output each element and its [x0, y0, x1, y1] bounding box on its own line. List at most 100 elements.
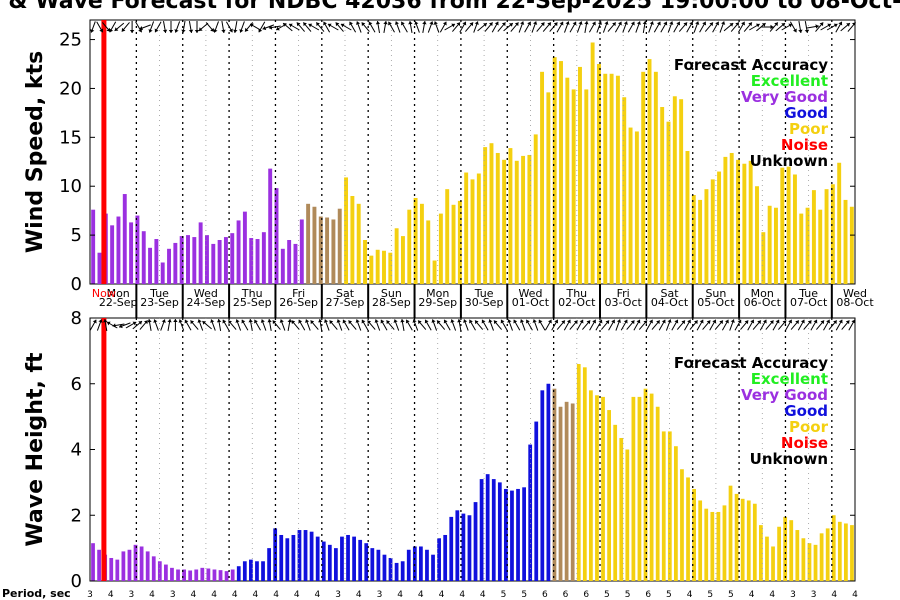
wave-bar	[825, 528, 830, 581]
wave-bar	[625, 449, 630, 581]
arrow-head	[507, 319, 512, 323]
arrow-head	[709, 22, 713, 27]
period-value: 5	[728, 590, 734, 600]
direction-arrow	[607, 22, 617, 32]
arrow-head	[469, 319, 473, 324]
arrow-head	[702, 21, 707, 26]
period-value: 4	[315, 590, 321, 600]
direction-arrow	[810, 319, 818, 331]
arrow-head	[335, 22, 340, 27]
direction-arrow	[153, 319, 159, 331]
direction-arrow	[109, 21, 117, 33]
arrow-head	[725, 319, 729, 324]
wave-bar	[510, 490, 514, 581]
wind-bar	[546, 92, 551, 284]
direction-arrow	[840, 22, 851, 32]
wave-bar	[121, 551, 126, 581]
direction-arrow	[665, 319, 672, 331]
period-value: 3	[790, 590, 796, 600]
direction-arrow	[544, 319, 552, 331]
direction-arrow	[622, 21, 628, 33]
arrow-head	[355, 319, 360, 323]
wind-bar	[217, 240, 222, 284]
direction-arrow	[488, 319, 494, 331]
direction-arrow	[380, 319, 388, 331]
day-name-label: Sat	[661, 287, 680, 300]
y-tick-label: 5	[71, 225, 82, 246]
arrow-head	[178, 319, 183, 323]
arrow-head	[695, 21, 700, 25]
arrow-head	[405, 319, 410, 324]
direction-arrow	[658, 319, 666, 331]
direction-arrow	[582, 320, 591, 330]
wave-bar	[607, 410, 611, 581]
arrow-head	[279, 319, 284, 323]
arrow-head	[433, 21, 438, 25]
wind-bar	[666, 121, 671, 284]
arrow-head	[781, 23, 785, 27]
arrow-head	[239, 29, 244, 33]
legend-entry: Very Good	[741, 88, 828, 106]
wind-bar	[843, 199, 848, 284]
direction-arrow	[749, 23, 760, 31]
direction-arrow	[772, 319, 780, 331]
direction-arrow	[279, 319, 286, 331]
direction-arrow	[538, 319, 546, 331]
wind-bar	[135, 215, 140, 284]
direction-arrow	[596, 21, 602, 33]
arrow-head	[167, 319, 172, 323]
direction-arrow	[614, 21, 622, 33]
wave-bar	[637, 396, 642, 581]
wind-bar	[426, 220, 431, 284]
arrow-head	[579, 319, 584, 324]
arrow-head	[349, 21, 353, 26]
wind-bar	[274, 188, 279, 284]
direction-arrow	[121, 22, 130, 32]
direction-arrow	[388, 21, 395, 33]
arrow-head	[584, 21, 589, 25]
period-value: 3	[811, 590, 817, 600]
period-value: 4	[356, 590, 362, 600]
arrow-head	[815, 24, 819, 29]
direction-arrow	[213, 21, 219, 33]
wind-bar	[331, 219, 336, 284]
wind-bar	[192, 237, 197, 284]
direction-arrow	[646, 319, 653, 331]
wind-bar	[552, 57, 557, 284]
arrow-head	[532, 319, 537, 323]
direction-arrow	[841, 320, 850, 330]
direction-arrow	[835, 21, 843, 33]
arrow-head	[268, 25, 273, 30]
arrow-head	[361, 22, 366, 27]
wind-bar	[110, 225, 115, 284]
legend-entry: Excellent	[751, 72, 828, 90]
wave-bar	[752, 503, 757, 581]
day-name-label: Sun	[381, 287, 402, 300]
wind-bar	[647, 59, 652, 284]
y-tick-label: 0	[71, 274, 82, 295]
direction-arrow	[626, 320, 635, 330]
period-value: 4	[831, 590, 837, 600]
arrow-head	[90, 29, 95, 33]
direction-arrow	[374, 319, 381, 331]
date-label: 08-Oct	[836, 296, 874, 309]
direction-arrow	[474, 320, 484, 330]
wave-bar	[686, 477, 690, 581]
arrow-head	[721, 21, 726, 25]
arrow-head	[681, 320, 685, 325]
direction-arrow	[513, 319, 521, 331]
wind-bar	[287, 240, 292, 284]
wave-bar	[157, 561, 162, 581]
arrow-head	[769, 320, 774, 325]
y-tick-label: 4	[71, 440, 82, 461]
wave-bar	[582, 367, 587, 581]
direction-arrow	[520, 319, 526, 331]
period-value: 4	[273, 590, 279, 600]
arrow-head	[361, 319, 366, 324]
direction-arrow	[518, 21, 525, 33]
direction-arrow	[349, 21, 357, 33]
arrow-head	[98, 319, 103, 323]
wave-bar	[704, 508, 709, 581]
direction-arrow	[714, 320, 724, 330]
arrow-head	[527, 21, 531, 26]
